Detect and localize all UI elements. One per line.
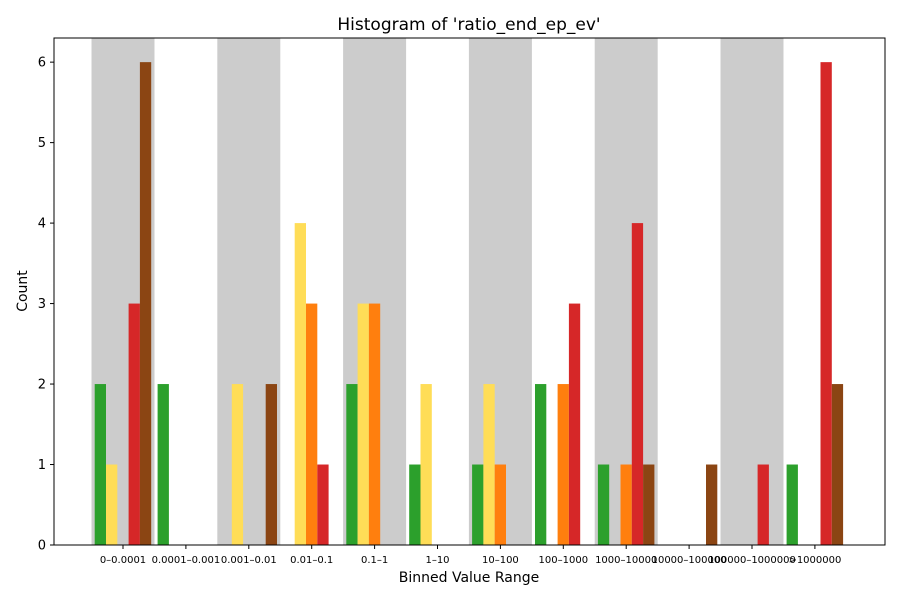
x-tick-label: 0.1–1 [361,555,388,566]
y-tick-label: 2 [38,378,46,393]
y-tick-label: 5 [38,136,46,151]
bar [494,464,506,545]
y-axis-label: Count [15,270,31,312]
bar [157,384,169,545]
x-tick-label: 0.01–0.1 [290,555,333,566]
bar [568,303,581,545]
bar [94,384,106,545]
bar [706,464,718,545]
bar [306,303,318,545]
x-tick-label: >1000000 [788,555,841,566]
bar [294,223,306,545]
x-tick-label: 0.0001–0.001 [152,555,221,566]
bar [820,62,832,545]
y-tick-label: 0 [38,539,46,554]
x-axis: 0–0.0001 0.0001–0.001 0.001–0.01 0.01–0.1 0.… [100,545,841,566]
bar [535,384,547,545]
bar [483,384,495,545]
x-tick-label: 10000–100000 [652,555,727,566]
x-tick-label: 100–1000 [539,555,589,566]
y-tick-label: 1 [38,458,46,473]
y-axis: 0 1 2 3 4 5 6 [38,56,54,554]
bar [597,464,610,545]
x-tick-label: 0.001–0.01 [221,555,277,566]
x-tick-label: 0–0.0001 [100,555,146,566]
bar [357,303,369,545]
bar [620,464,632,545]
bar [139,62,152,545]
bar [317,464,329,545]
bar [472,464,484,545]
x-tick-label: 1–10 [425,555,449,566]
bar [231,384,244,545]
bar [265,384,277,545]
bar [409,464,421,545]
bar [420,384,432,545]
x-tick-label: 1000–10000 [595,555,657,566]
x-tick-label: 100000–1000000 [708,555,796,566]
background-band [720,38,784,545]
bar [757,464,769,545]
bar [128,303,140,545]
x-axis-label: Binned Value Range [399,570,539,586]
bar [631,223,644,545]
x-tick-label: 10–100 [482,555,519,566]
y-tick-label: 6 [38,56,46,71]
y-tick-label: 3 [38,297,46,312]
background-band [594,38,658,545]
bar [346,384,358,545]
bars [94,62,844,545]
chart-title: Histogram of 'ratio_end_ep_ev' [337,15,600,35]
bar [557,384,569,545]
bar [831,384,844,545]
bar [368,303,381,545]
bar [643,464,655,545]
bar [106,464,118,545]
y-tick-label: 4 [38,217,46,232]
plot-frame [53,37,886,546]
background-band [468,38,532,545]
bar [786,464,798,545]
background-bands [91,38,784,545]
